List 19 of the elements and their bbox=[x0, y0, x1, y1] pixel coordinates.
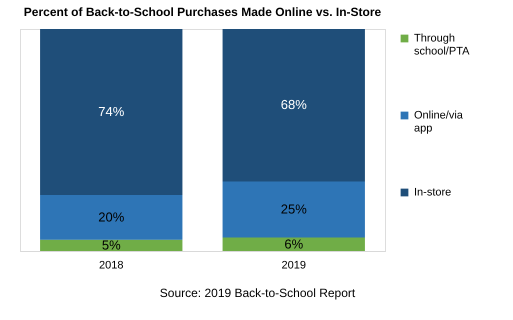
bar bbox=[222, 238, 365, 251]
legend-label: Online/via app bbox=[414, 110, 464, 134]
x-tick-label: 2019 bbox=[282, 260, 306, 272]
bar bbox=[40, 240, 182, 251]
data-label: 74% bbox=[98, 104, 125, 119]
bar bbox=[40, 194, 182, 240]
bar bbox=[40, 29, 182, 195]
legend-label: In-store bbox=[414, 186, 452, 198]
chart-title: Percent of Back-to-School Purchases Made Online vs. In-Store bbox=[24, 5, 382, 19]
legend-label: Through school/PTA bbox=[414, 32, 470, 58]
data-label: 25% bbox=[280, 202, 308, 217]
x-tick-label: 2018 bbox=[99, 260, 124, 272]
data-label: 68% bbox=[280, 97, 308, 112]
data-label: 5% bbox=[102, 237, 122, 252]
bar bbox=[222, 181, 365, 238]
data-label: 6% bbox=[284, 236, 304, 252]
data-label: 20% bbox=[98, 209, 125, 224]
source-note: Source: 2019 Back-to-School Report bbox=[160, 286, 356, 300]
bar bbox=[222, 29, 365, 182]
